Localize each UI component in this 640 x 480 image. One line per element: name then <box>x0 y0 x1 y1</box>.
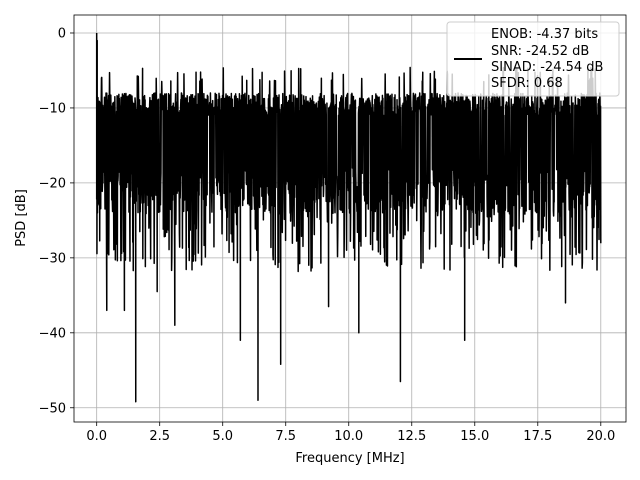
series-group <box>95 32 602 403</box>
y-tick-label: 0 <box>58 26 66 41</box>
x-tick-label: 5.0 <box>212 429 233 444</box>
y-tick-label: −30 <box>39 251 66 266</box>
legend: ENOB: -4.37 bits SNR: -24.52 dB SINAD: -… <box>446 21 620 97</box>
legend-box <box>446 21 620 97</box>
legend-entry-sinad: SINAD: -24.54 dB <box>491 60 603 75</box>
y-tick-label: −50 <box>39 401 66 416</box>
x-axis-ticks: 0.0 2.5 5.0 7.5 10.0 12.5 15.0 17.5 20.0 <box>86 422 615 444</box>
y-tick-label: −40 <box>39 326 66 341</box>
y-axis-ticks: 0 −10 −20 −30 −40 −50 <box>39 26 74 416</box>
y-tick-label: −10 <box>39 101 66 116</box>
psd-series-line <box>95 32 602 403</box>
legend-entry-enob: ENOB: -4.37 bits <box>491 27 598 42</box>
x-tick-label: 7.5 <box>275 429 296 444</box>
x-tick-label: 10.0 <box>334 429 363 444</box>
legend-entry-snr: SNR: -24.52 dB <box>491 44 589 59</box>
x-axis-label: Frequency [MHz] <box>295 451 404 466</box>
plot-frame <box>73 14 627 423</box>
x-tick-label: 15.0 <box>460 429 489 444</box>
x-tick-label: 20.0 <box>586 429 615 444</box>
x-tick-label: 2.5 <box>149 429 170 444</box>
legend-entry-sfdr: SFDR: 0.68 <box>491 76 563 91</box>
x-tick-label: 17.5 <box>523 429 552 444</box>
x-tick-label: 0.0 <box>86 429 107 444</box>
y-tick-label: −20 <box>39 176 66 191</box>
y-axis-label: PSD [dB] <box>14 189 29 247</box>
x-tick-label: 12.5 <box>397 429 426 444</box>
